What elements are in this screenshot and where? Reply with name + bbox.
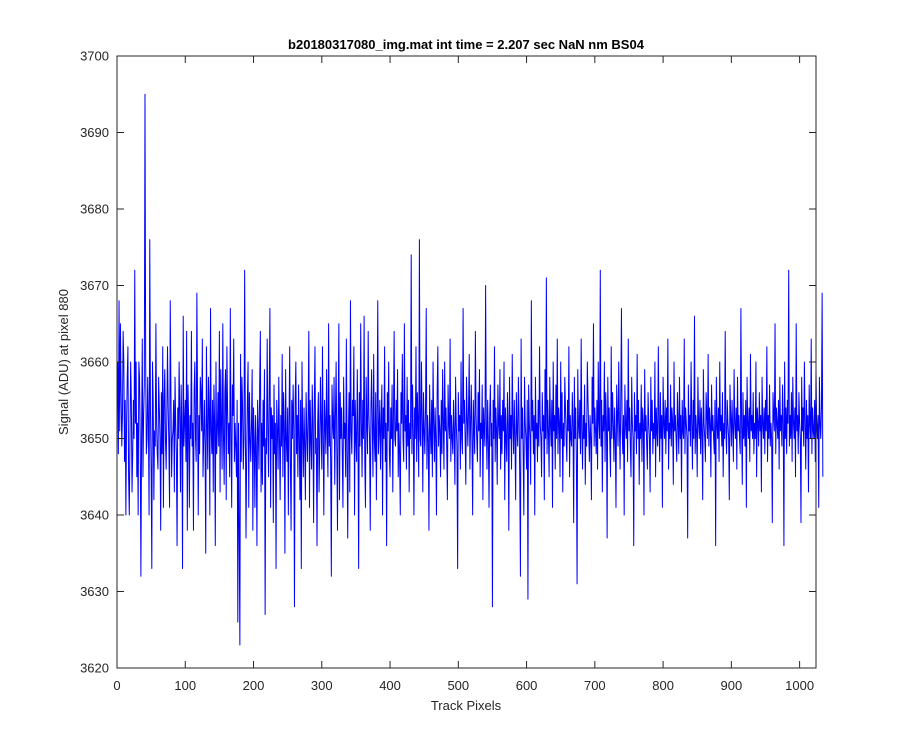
x-axis-label: Track Pixels [431, 698, 502, 713]
y-tick-label: 3670 [80, 278, 109, 293]
y-tick-label: 3640 [80, 508, 109, 523]
x-tick-label: 200 [243, 678, 265, 693]
y-tick-label: 3690 [80, 125, 109, 140]
y-tick-label: 3630 [80, 584, 109, 599]
x-tick-label: 900 [721, 678, 743, 693]
x-tick-label: 500 [447, 678, 469, 693]
y-tick-label: 3700 [80, 49, 109, 64]
series-layer [117, 93, 824, 646]
y-tick-label: 3660 [80, 355, 109, 370]
x-tick-label: 400 [379, 678, 401, 693]
y-tick-label: 3620 [80, 661, 109, 676]
chart-title: b20180317080_img.mat int time = 2.207 se… [288, 37, 645, 52]
y-axis-ticks: 3620 3630 3640 3650 3660 3670 3680 3690 3700 [80, 49, 816, 676]
x-tick-label: 100 [174, 678, 196, 693]
x-tick-label: 600 [516, 678, 538, 693]
y-tick-label: 3680 [80, 202, 109, 217]
x-tick-label: 800 [652, 678, 674, 693]
x-tick-label: 1000 [785, 678, 814, 693]
plot-area [117, 56, 816, 668]
x-tick-label: 0 [113, 678, 120, 693]
y-axis-label: Signal (ADU) at pixel 880 [56, 289, 71, 435]
x-tick-label: 700 [584, 678, 606, 693]
series-line-0 [117, 93, 824, 646]
y-tick-label: 3650 [80, 431, 109, 446]
x-axis-ticks: 0 100 200 300 400 500 600 700 800 900 1000 [113, 56, 814, 693]
x-tick-label: 300 [311, 678, 333, 693]
